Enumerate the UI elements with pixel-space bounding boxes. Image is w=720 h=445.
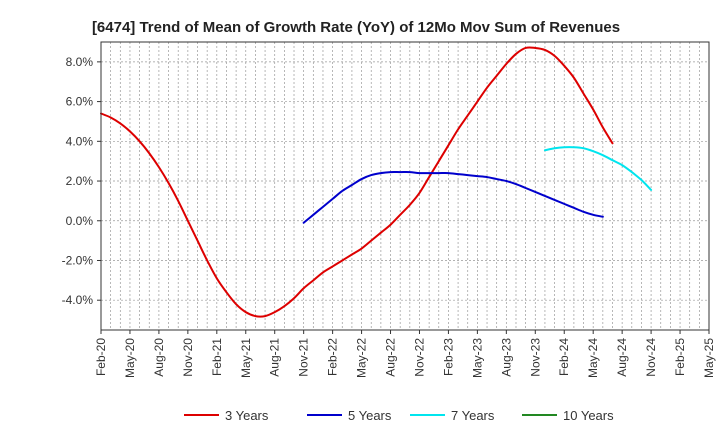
y-tick-label: 8.0%	[66, 55, 94, 69]
y-tick-label: 2.0%	[66, 174, 94, 188]
series-layer	[100, 46, 653, 318]
x-tick-label: May-22	[355, 338, 369, 378]
y-tick-label: 6.0%	[66, 95, 94, 109]
y-tick-label: -2.0%	[62, 253, 94, 267]
x-axis: Feb-20 May-20 Aug-20 Nov-20 Feb-21 May-21 Aug-…	[94, 330, 716, 378]
x-tick-label: Nov-23	[528, 338, 542, 377]
plot-frame	[100, 41, 710, 331]
legend-label-3-years: 3 Years	[225, 408, 269, 423]
series-line-5-years	[302, 171, 604, 224]
x-tick-label: Feb-24	[557, 338, 571, 376]
x-tick-label: Nov-20	[181, 338, 195, 377]
series-line-3-years	[100, 46, 614, 318]
legend-label-7-years: 7 Years	[451, 408, 495, 423]
legend-label-5-years: 5 Years	[348, 408, 392, 423]
x-tick-label: Aug-24	[615, 338, 629, 377]
x-tick-label: Feb-21	[210, 338, 224, 376]
x-tick-label: May-25	[702, 338, 716, 378]
y-tick-label: 4.0%	[66, 134, 94, 148]
x-tick-label: Aug-23	[499, 338, 513, 377]
legend: 3 Years 5 Years 7 Years 10 Years	[184, 408, 614, 423]
x-tick-label: Aug-20	[152, 338, 166, 377]
x-tick-label: May-24	[586, 338, 600, 378]
y-tick-label: 0.0%	[66, 214, 94, 228]
chart-title: [6474] Trend of Mean of Growth Rate (YoY…	[92, 19, 620, 36]
x-tick-label: Nov-24	[644, 338, 658, 377]
x-tick-label: Feb-20	[94, 338, 108, 376]
x-tick-label: Aug-21	[268, 338, 282, 377]
x-tick-label: May-23	[470, 338, 484, 378]
x-tick-label: Feb-23	[441, 338, 455, 376]
x-tick-label: Feb-22	[326, 338, 340, 376]
grid-layer	[101, 42, 709, 330]
x-tick-label: May-20	[123, 338, 137, 378]
x-tick-label: Aug-22	[384, 338, 398, 377]
legend-label-10-years: 10 Years	[563, 408, 614, 423]
x-tick-label: May-21	[239, 338, 253, 378]
x-tick-label: Nov-21	[297, 338, 311, 377]
y-axis: 8.0% 6.0% 4.0% 2.0% 0.0% -2.0% -4.0%	[62, 55, 101, 307]
x-tick-label: Nov-22	[412, 338, 426, 377]
x-tick-label: Feb-25	[673, 338, 687, 376]
series-line-7-years	[543, 146, 653, 191]
y-tick-label: -4.0%	[62, 293, 94, 307]
